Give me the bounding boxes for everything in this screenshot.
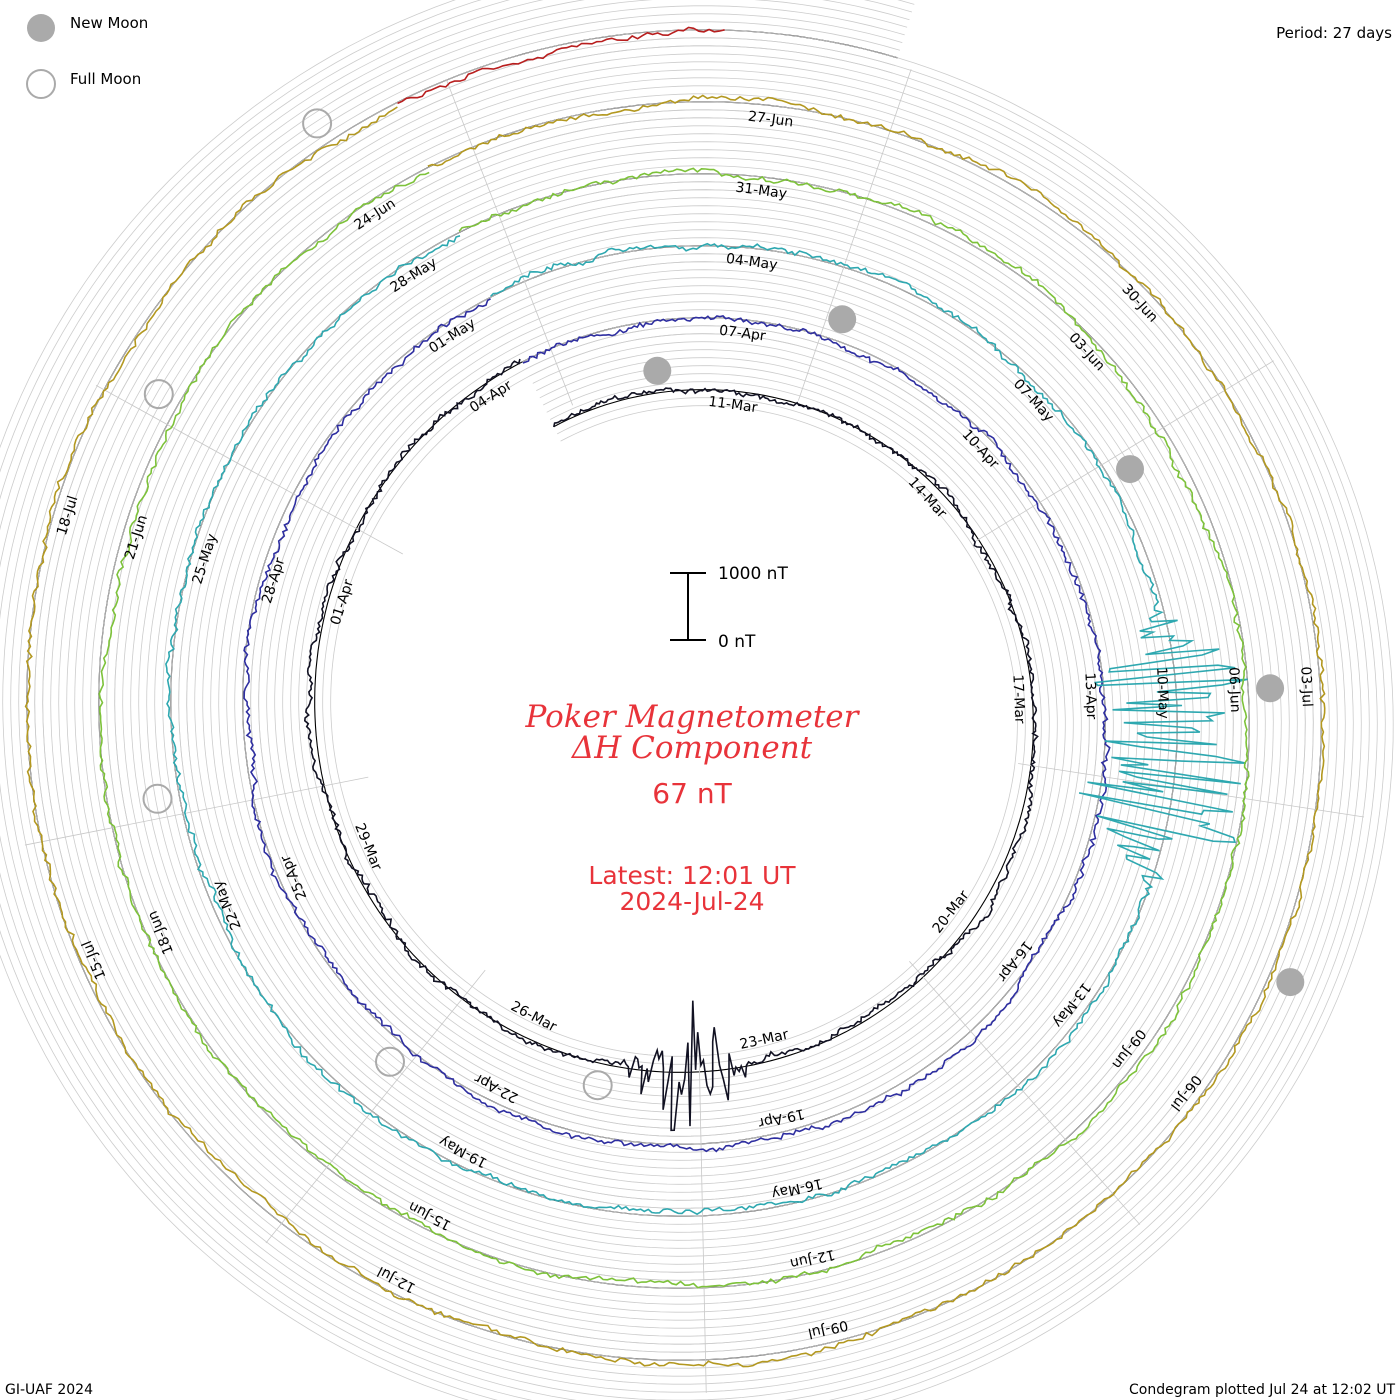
new-moon-label: New Moon: [70, 14, 148, 32]
date-tick-label: 19-May: [437, 1132, 490, 1170]
footer-credit: GI-UAF 2024: [5, 1382, 93, 1398]
trace-turn-5: [24, 94, 1326, 1368]
chart-subtitle: ΔH Component: [571, 730, 813, 766]
date-tick-label: 11-Mar: [707, 394, 758, 416]
full-moon-label: Full Moon: [70, 70, 141, 88]
trace-turn-6: [397, 26, 725, 105]
grid-spiral: [42, 45, 1306, 1345]
scale-top-label: 1000 nT: [718, 564, 788, 584]
radial-spoke: [24, 776, 369, 846]
date-tick-label: 03-Jul: [1297, 666, 1315, 707]
latest-date: 2024-Jul-24: [619, 887, 764, 916]
date-tick-label: 06-Jul: [1167, 1072, 1204, 1114]
grid-spiral: [2, 5, 1346, 1385]
scale-bottom-label: 0 nT: [718, 632, 756, 652]
radial-spoke: [797, 69, 912, 401]
full-moon-marker: [582, 1070, 613, 1101]
grid-spiral: [18, 21, 1330, 1369]
new-moon-icon: [27, 14, 55, 42]
date-tick-label: 12-Jun: [789, 1246, 837, 1271]
footer-plotted: Condegram plotted Jul 24 at 12:02 UT: [1129, 1382, 1395, 1398]
radial-spokes: [24, 69, 1365, 1393]
date-tick-label: 01-Apr: [328, 577, 357, 627]
date-tick-label: 19-Apr: [757, 1105, 806, 1131]
date-tick-label: 09-Jul: [806, 1317, 849, 1341]
date-tick-label: 30-Jun: [1118, 281, 1161, 325]
date-tick-label: 27-Jun: [747, 109, 794, 131]
full-moon-marker: [142, 783, 173, 814]
date-tick-label: 16-Apr: [994, 937, 1035, 984]
new-moon-marker: [1116, 455, 1144, 484]
radial-spoke: [974, 360, 1274, 543]
date-tick-label: 09-Jun: [1108, 1026, 1148, 1072]
latest-time: Latest: 12:01 UT: [588, 861, 796, 890]
date-tick-label: 10-May: [1153, 667, 1171, 719]
full-moon-marker: [375, 1046, 405, 1077]
full-moon-marker: [302, 108, 333, 139]
trace-turn-2: [243, 298, 1111, 1153]
trace-turn-4: [98, 167, 1250, 1289]
new-moon-marker: [643, 356, 672, 385]
date-tick-label: 07-May: [1010, 376, 1057, 425]
radial-spoke: [909, 961, 1141, 1225]
date-tick-label: 25-Apr: [278, 853, 311, 903]
date-tick-label: 14-Mar: [905, 474, 950, 521]
period-label: Period: 27 days: [1276, 24, 1392, 42]
date-tick-label: 22-May: [210, 878, 245, 932]
date-tick-label: 29-Mar: [351, 821, 385, 873]
grid-spiral: [0, 0, 1354, 1393]
new-moon-marker: [1276, 968, 1305, 997]
grid-spiral: [0, 0, 1370, 1400]
trace-turn-3: [165, 235, 1248, 1216]
full-moon-icon: [26, 69, 56, 99]
moon-markers: [142, 108, 1305, 1101]
date-tick-label: 24-Jun: [352, 196, 399, 234]
current-value: 67 nT: [652, 777, 732, 810]
data-traces: [24, 26, 1326, 1368]
new-moon-marker: [1256, 674, 1285, 703]
grid-spiral: [10, 13, 1338, 1377]
new-moon-marker: [828, 305, 857, 334]
grid-spiral: [0, 0, 1362, 1400]
radial-spoke: [95, 385, 404, 555]
full-moon-marker: [143, 379, 174, 410]
date-tick-label: 31-May: [734, 180, 787, 203]
date-tick-label: 07-Apr: [718, 323, 767, 345]
radial-spoke: [265, 969, 486, 1244]
date-tick-label: 04-May: [725, 251, 778, 274]
date-tick-label: 13-Apr: [1081, 672, 1099, 720]
radial-spoke: [445, 78, 574, 406]
chart-title: Poker Magnetometer: [525, 699, 861, 735]
date-tick-label: 26-Mar: [508, 998, 559, 1035]
date-tick-label: 06-Jun: [1225, 667, 1243, 713]
trace-turn-1: [303, 358, 1039, 1132]
date-tick-label: 17-Mar: [1009, 674, 1027, 724]
scale-bar: [670, 572, 706, 641]
radial-spoke: [698, 1042, 707, 1393]
